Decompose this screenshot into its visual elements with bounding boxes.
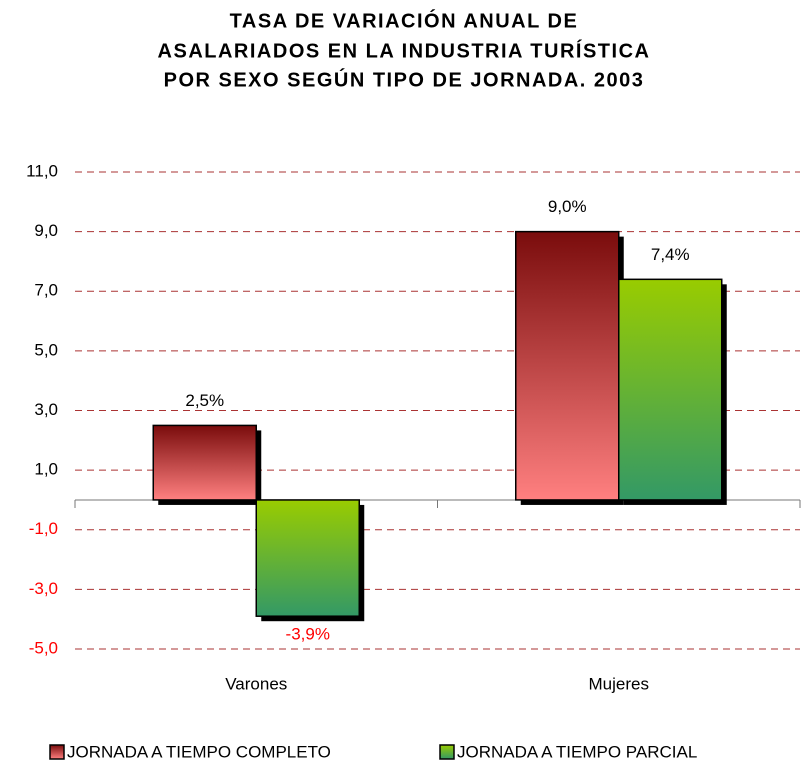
- chart-title: ASALARIADOS EN LA INDUSTRIA TURÍSTICA: [158, 39, 651, 62]
- y-tick-label: -5,0: [29, 638, 58, 657]
- y-tick-label: 3,0: [34, 400, 58, 419]
- chart-title: TASA DE VARIACIÓN ANUAL DE: [230, 8, 579, 32]
- data-label: 2,5%: [185, 391, 224, 410]
- bar: [152, 424, 257, 501]
- x-tick-label: Varones: [225, 674, 287, 693]
- legend-label: JORNADA A TIEMPO COMPLETO: [67, 742, 331, 761]
- y-tick-label: 5,0: [34, 340, 58, 359]
- legend-label: JORNADA A TIEMPO PARCIAL: [457, 742, 697, 761]
- y-tick-label: -3,0: [29, 579, 58, 598]
- bar: [515, 230, 620, 501]
- x-tick-label: Mujeres: [589, 674, 649, 693]
- legend-swatch: [49, 744, 65, 760]
- data-label: -3,9%: [286, 625, 330, 644]
- data-label: 7,4%: [651, 245, 690, 264]
- y-tick-label: 7,0: [34, 281, 58, 300]
- chart-title: POR SEXO SEGÚN TIPO DE JORNADA. 2003: [164, 67, 645, 91]
- y-tick-label: 11,0: [26, 161, 58, 180]
- bar: [618, 278, 723, 501]
- y-tick-label: 9,0: [34, 221, 58, 240]
- data-label: 9,0%: [548, 197, 587, 216]
- legend-swatch: [439, 744, 455, 760]
- bar: [255, 499, 360, 617]
- y-tick-label: 1,0: [34, 460, 58, 479]
- y-tick-label: -1,0: [29, 519, 58, 538]
